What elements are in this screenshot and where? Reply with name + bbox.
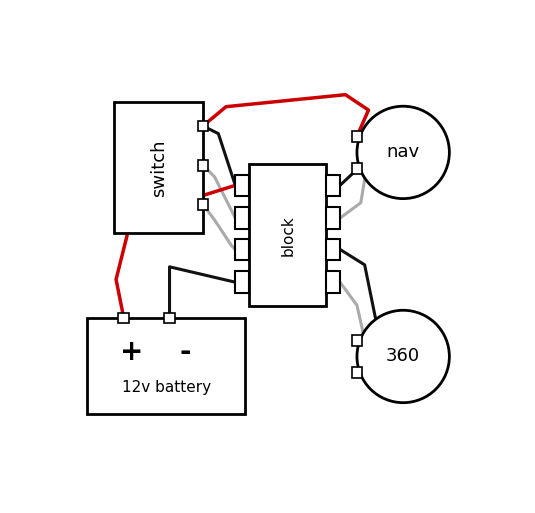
Circle shape — [357, 310, 449, 403]
Text: +: + — [120, 338, 143, 366]
Text: switch: switch — [150, 139, 167, 196]
Bar — [326, 239, 340, 260]
Bar — [235, 207, 249, 229]
Bar — [235, 239, 249, 260]
Text: 12v battery: 12v battery — [122, 380, 211, 395]
Bar — [326, 207, 340, 229]
Bar — [197, 160, 208, 171]
Text: nav: nav — [387, 144, 420, 162]
Bar — [197, 121, 208, 131]
Bar — [118, 312, 129, 323]
Bar — [249, 164, 326, 306]
Bar — [114, 103, 203, 233]
Bar — [351, 335, 362, 346]
Text: 360: 360 — [386, 347, 420, 365]
Bar — [235, 271, 249, 293]
Circle shape — [357, 106, 449, 199]
Bar — [164, 312, 175, 323]
Bar — [326, 271, 340, 293]
Bar — [326, 174, 340, 196]
Bar — [235, 174, 249, 196]
Text: -: - — [180, 338, 191, 366]
Bar — [351, 367, 362, 378]
Bar — [351, 131, 362, 142]
Text: block: block — [280, 215, 295, 255]
Bar — [197, 199, 208, 210]
Bar — [87, 318, 246, 414]
Bar — [351, 163, 362, 174]
